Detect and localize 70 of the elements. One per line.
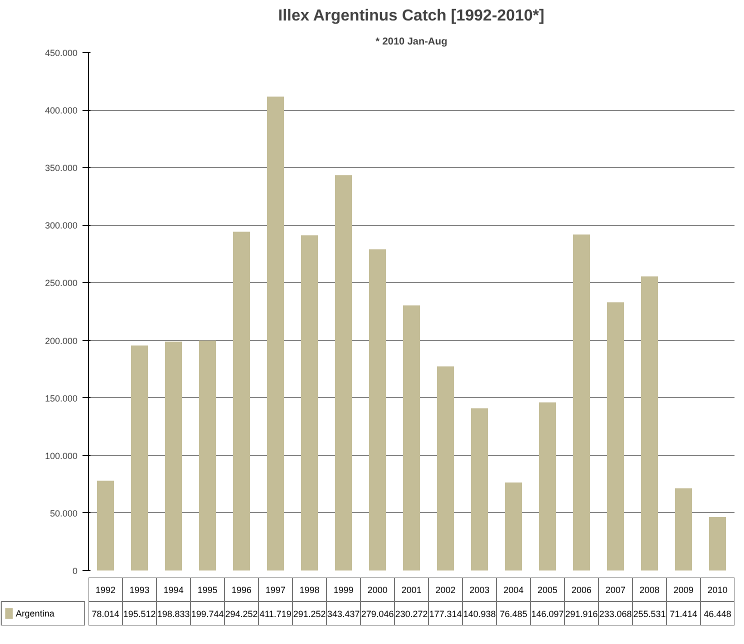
x-tick-label: 2009: [673, 585, 694, 595]
bar: [709, 517, 726, 570]
data-label: 291.252: [293, 609, 326, 619]
bar: [437, 366, 454, 570]
data-label: 76.485: [500, 609, 528, 619]
x-tick-label: 2005: [537, 585, 558, 595]
x-tick-label: 1999: [333, 585, 354, 595]
x-tick-label: 1996: [231, 585, 252, 595]
x-tick-label: 2010: [707, 585, 728, 595]
x-tick-label: 1992: [95, 585, 116, 595]
y-tick-label: 400.000: [44, 106, 78, 116]
bar: [97, 480, 114, 570]
bar: [539, 402, 556, 570]
x-tick-label: 1998: [299, 585, 320, 595]
y-tick-label: 100.000: [44, 450, 78, 461]
bar: [199, 340, 216, 570]
bar: [675, 488, 692, 570]
legend-label: Argentina: [16, 608, 54, 618]
bar: [267, 96, 284, 570]
x-tick-label: 2003: [469, 585, 490, 595]
x-tick-label: 2002: [435, 585, 456, 595]
x-tick-label: 2004: [503, 585, 524, 595]
data-label: 255.531: [633, 609, 666, 619]
data-label: 199.744: [191, 609, 224, 619]
bar: [607, 302, 624, 570]
bar: [233, 232, 250, 570]
x-tick-label: 2008: [639, 585, 660, 595]
chart-subtitle: * 2010 Jan-Aug: [376, 36, 448, 48]
x-tick-label: 1995: [197, 585, 218, 595]
y-tick-label: 0: [72, 566, 78, 576]
bar: [301, 235, 318, 570]
y-tick-label: 350.000: [44, 163, 78, 174]
bar: [573, 234, 590, 570]
bar: [471, 408, 488, 570]
data-label: 294.252: [225, 609, 258, 619]
y-tick-label: 300.000: [44, 220, 78, 231]
data-label: 46.448: [704, 609, 732, 619]
x-tick-label: 2001: [401, 585, 422, 595]
data-label: 343.437: [327, 609, 360, 619]
data-label: 233.068: [599, 609, 632, 619]
x-tick-label: 1993: [129, 585, 150, 595]
data-label: 198.833: [157, 609, 190, 619]
x-tick-label: 1994: [163, 585, 184, 595]
data-label: 279.046: [361, 609, 394, 619]
bar: [369, 249, 386, 570]
bar: [641, 276, 658, 570]
bar: [403, 305, 420, 570]
chart-title: Illex Argentinus Catch [1992-2010*]: [278, 8, 544, 24]
data-label: 146.097: [531, 609, 564, 619]
y-tick-label: 50.000: [50, 508, 78, 518]
x-tick-label: 1997: [265, 585, 286, 595]
data-label: 177.314: [429, 609, 462, 619]
data-label: 291.916: [565, 609, 598, 619]
data-label: 411.719: [260, 609, 292, 619]
x-tick-label: 2000: [367, 585, 388, 595]
y-tick-label: 200.000: [44, 336, 78, 346]
y-tick-label: 150.000: [44, 393, 78, 404]
x-tick-label: 2006: [571, 585, 592, 595]
bar: [505, 482, 522, 570]
x-tick-label: 2007: [605, 585, 626, 595]
data-label: 195.512: [123, 609, 156, 619]
y-tick-label: 250.000: [44, 278, 78, 288]
data-label: 78.014: [92, 609, 120, 619]
data-label: 140.938: [463, 609, 496, 619]
bar: [131, 345, 148, 570]
data-label: 71.414: [670, 609, 698, 619]
data-label: 230.272: [395, 609, 428, 619]
bar: [165, 342, 182, 570]
bar: [335, 175, 352, 570]
y-tick-label: 450.000: [44, 48, 78, 58]
